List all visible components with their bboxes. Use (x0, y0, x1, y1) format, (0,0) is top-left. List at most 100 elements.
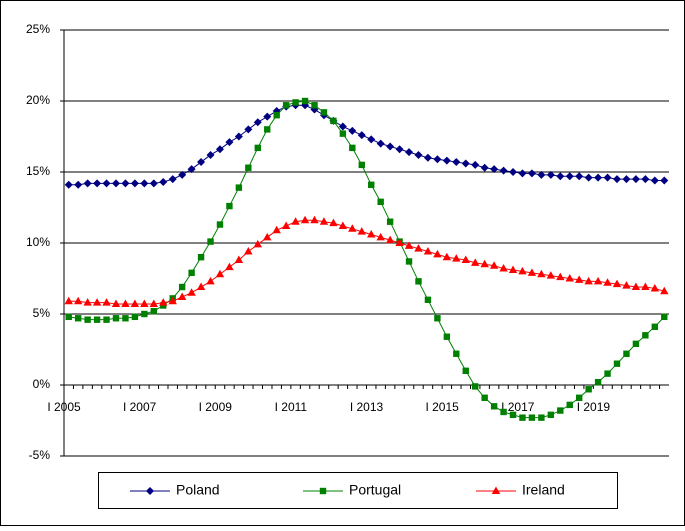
marker (508, 265, 518, 273)
marker (207, 238, 214, 245)
marker (74, 180, 83, 189)
marker (490, 403, 498, 410)
marker (452, 158, 461, 167)
y-tick-label: 10% (26, 235, 50, 249)
marker (424, 296, 432, 303)
marker (103, 316, 110, 323)
marker (215, 145, 224, 154)
marker (434, 315, 441, 322)
marker (188, 269, 195, 277)
marker (357, 131, 366, 140)
x-tick-label: I 2007 (123, 400, 157, 414)
marker (527, 169, 536, 178)
marker (537, 269, 546, 278)
marker (641, 175, 650, 184)
marker (547, 411, 555, 419)
marker (623, 350, 630, 357)
legend-label: Ireland (522, 482, 565, 498)
marker (642, 332, 649, 339)
marker (64, 180, 73, 189)
marker (518, 169, 527, 178)
marker (84, 316, 91, 323)
marker (528, 414, 536, 421)
series (64, 215, 669, 308)
marker (480, 259, 489, 268)
marker (320, 109, 328, 116)
marker (348, 224, 357, 232)
marker (395, 238, 404, 246)
marker (150, 307, 158, 315)
marker (480, 163, 489, 172)
legend-box (98, 472, 618, 509)
marker (415, 278, 422, 285)
marker (565, 172, 574, 181)
marker (245, 164, 252, 171)
marker (122, 315, 129, 322)
marker (604, 370, 611, 377)
marker (178, 283, 186, 291)
marker (121, 179, 130, 188)
marker (575, 172, 584, 181)
series-line (68, 104, 665, 186)
series-line (68, 219, 665, 305)
marker (254, 144, 261, 152)
marker (461, 255, 470, 264)
marker (263, 232, 272, 241)
marker (112, 315, 120, 322)
marker (253, 239, 262, 248)
marker (273, 112, 280, 119)
marker (348, 126, 357, 135)
marker (178, 170, 187, 179)
marker (651, 323, 659, 330)
marker (159, 298, 168, 306)
marker (102, 179, 111, 188)
marker (282, 102, 290, 109)
marker (472, 383, 479, 390)
marker (386, 218, 394, 225)
marker (500, 408, 507, 416)
marker (292, 99, 299, 106)
marker (660, 176, 669, 185)
marker (264, 126, 271, 133)
marker (319, 217, 329, 225)
marker (244, 247, 253, 255)
marker (461, 159, 470, 168)
y-tick-label: 25% (26, 22, 50, 36)
marker (481, 394, 488, 401)
marker (433, 155, 442, 164)
marker (631, 175, 640, 184)
marker (338, 122, 347, 131)
marker (386, 142, 395, 151)
marker (187, 288, 196, 296)
y-tick-label: 15% (26, 164, 50, 178)
marker (556, 272, 565, 281)
marker (358, 161, 365, 169)
marker (311, 102, 318, 109)
marker (622, 281, 631, 289)
marker (509, 411, 517, 419)
marker (584, 276, 593, 285)
marker (263, 112, 272, 121)
marker (310, 215, 319, 224)
x-tick-label: I 2015 (425, 400, 459, 414)
marker (168, 175, 177, 184)
marker (215, 269, 225, 278)
marker (197, 158, 206, 167)
marker (489, 261, 499, 269)
marker (111, 179, 120, 188)
marker (452, 254, 461, 262)
marker (225, 138, 234, 147)
marker (357, 227, 366, 235)
marker (234, 255, 244, 264)
marker (556, 172, 565, 181)
x-tick-label: I 2005 (47, 400, 81, 414)
marker (376, 232, 385, 241)
x-tick-label: I 2013 (350, 400, 384, 414)
marker (565, 274, 574, 282)
marker (594, 173, 603, 182)
marker (575, 394, 583, 401)
marker (537, 170, 546, 179)
marker (319, 487, 327, 495)
marker (226, 202, 233, 210)
